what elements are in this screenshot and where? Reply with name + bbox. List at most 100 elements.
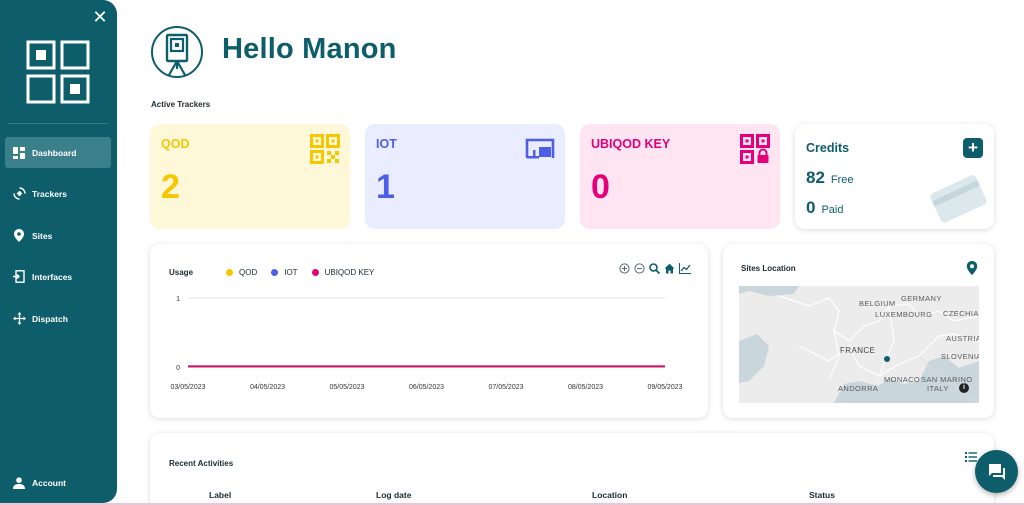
bottom-divider — [0, 503, 1024, 505]
line-chart-icon[interactable] — [678, 262, 691, 275]
card-title: UBIQOD KEY — [591, 137, 671, 151]
card-value: 1 — [376, 168, 395, 206]
legend-label: IOT — [284, 268, 298, 277]
x-tick-label: 07/05/2023 — [488, 384, 523, 391]
trackers-icon — [12, 187, 26, 201]
map-label: SLOVENIA — [941, 352, 979, 361]
location-pin-icon — [12, 229, 26, 243]
column-header-log-date[interactable]: Log date — [376, 490, 412, 500]
sites-location-panel: Sites Location BELGIUM GERMANY LUXEMBOUR… — [723, 244, 994, 418]
map-label: ANDORRA — [838, 384, 879, 393]
legend-label: UBIQOD KEY — [324, 268, 375, 277]
iot-device-icon — [525, 138, 555, 159]
map-label: LUXEMBOURG — [875, 310, 933, 319]
chat-button[interactable] — [975, 450, 1018, 493]
location-pin-icon[interactable] — [966, 261, 978, 275]
legend-dot — [226, 269, 233, 276]
credits-title: Credits — [806, 141, 850, 155]
map-label: BELGIUM — [859, 299, 896, 308]
x-tick-label: 03/05/2023 — [170, 384, 205, 391]
card-title: IOT — [376, 137, 397, 151]
tracker-logo-icon — [151, 26, 203, 78]
person-icon — [12, 476, 26, 490]
close-icon[interactable]: ✕ — [92, 7, 108, 27]
sidebar-item-label: Trackers — [32, 188, 67, 199]
x-tick-label: 06/05/2023 — [409, 384, 444, 391]
sidebar-item-sites[interactable]: Sites — [5, 220, 111, 251]
y-tick-label: 1 — [176, 296, 180, 303]
list-icon[interactable] — [965, 451, 977, 463]
free-credits: 82 Free — [806, 168, 854, 188]
sidebar-item-label: Account — [32, 477, 66, 488]
legend-item-ubiqod-key[interactable]: UBIQOD KEY — [311, 268, 375, 277]
map-label: FRANCE — [840, 346, 876, 355]
zoom-out-icon[interactable] — [633, 262, 646, 275]
home-icon[interactable] — [663, 262, 676, 275]
sidebar-item-interfaces[interactable]: Interfaces — [5, 261, 111, 292]
usage-panel: Usage QOD IOT UBIQOD KEY 0 1 03/05 — [150, 244, 708, 418]
sidebar-item-dispatch[interactable]: Dispatch — [5, 303, 111, 334]
column-header-status[interactable]: Status — [809, 490, 835, 500]
free-credits-value: 82 — [806, 168, 825, 187]
sidebar-item-account[interactable]: Account — [5, 467, 111, 498]
card-value: 2 — [161, 168, 180, 206]
sites-map[interactable]: BELGIUM GERMANY LUXEMBOURG CZECHIA FRANC… — [739, 286, 979, 403]
paid-credits: 0 Paid — [806, 198, 844, 218]
dashboard-icon — [12, 146, 26, 160]
map-label: GERMANY — [901, 294, 942, 303]
y-tick-label: 0 — [176, 365, 180, 372]
map-land — [739, 286, 979, 403]
sidebar-item-label: Dashboard — [32, 147, 77, 158]
active-trackers-title: Active Trackers — [151, 100, 211, 109]
map-label: AUSTRIA — [946, 334, 979, 343]
dispatch-icon — [12, 312, 26, 326]
qod-tracker-card[interactable]: QOD 2 — [150, 124, 350, 229]
paid-credits-label: Paid — [821, 204, 844, 216]
card-value: 0 — [591, 168, 610, 206]
card-title: QOD — [161, 137, 190, 151]
sidebar-item-trackers[interactable]: Trackers — [5, 178, 111, 209]
legend-dot — [271, 269, 279, 276]
sidebar-divider — [8, 123, 109, 124]
usage-title: Usage — [169, 268, 194, 277]
qr-lock-icon — [740, 134, 770, 164]
legend-dot — [311, 269, 319, 276]
credit-card-icon — [930, 175, 987, 223]
legend-label: QOD — [239, 268, 258, 277]
legend-item-qod[interactable]: QOD — [226, 268, 257, 277]
map-label: SAN MARINO — [921, 375, 973, 384]
sidebar: ✕ Dashboard Trackers Sites Interfaces — [0, 0, 117, 503]
x-tick-label: 09/05/2023 — [647, 384, 682, 391]
app-logo — [26, 40, 90, 104]
free-credits-label: Free — [830, 174, 854, 186]
column-header-label[interactable]: Label — [209, 490, 232, 500]
page-title: Hello Manon — [222, 33, 397, 65]
chart-legend: QOD IOT UBIQOD KEY — [226, 268, 388, 277]
column-header-location[interactable]: Location — [592, 490, 628, 500]
qr-code-icon — [310, 134, 340, 164]
x-tick-label: 08/05/2023 — [568, 384, 603, 391]
interfaces-icon — [12, 270, 26, 284]
ubiqod-key-tracker-card[interactable]: UBIQOD KEY 0 — [580, 124, 780, 229]
sidebar-item-dashboard[interactable]: Dashboard — [5, 137, 111, 168]
map-label: ITALY — [927, 384, 949, 393]
iot-tracker-card[interactable]: IOT 1 — [365, 124, 565, 229]
legend-item-iot[interactable]: IOT — [271, 268, 298, 277]
recent-activities-title: Recent Activities — [169, 459, 234, 468]
add-credits-button[interactable]: + — [963, 138, 983, 158]
sidebar-item-label: Dispatch — [32, 313, 68, 324]
sites-location-title: Sites Location — [741, 264, 796, 273]
usage-chart: 0 1 03/05/2023 04/05/2023 05/05/2023 06/05/20… — [170, 296, 682, 391]
magnifier-icon[interactable] — [648, 262, 661, 275]
zoom-in-icon[interactable] — [618, 262, 631, 275]
chart-toolbar — [618, 262, 691, 275]
map-label: MONACO — [884, 375, 921, 384]
x-tick-label: 04/05/2023 — [250, 384, 285, 391]
paid-credits-value: 0 — [806, 198, 816, 217]
sidebar-item-label: Interfaces — [32, 271, 73, 282]
x-tick-label: 05/05/2023 — [329, 384, 364, 391]
recent-activities-panel: Recent Activities Label Log date Locatio… — [150, 433, 994, 505]
info-icon[interactable]: i — [959, 383, 969, 393]
chat-icon — [988, 463, 1005, 480]
sidebar-item-label: Sites — [32, 230, 53, 241]
